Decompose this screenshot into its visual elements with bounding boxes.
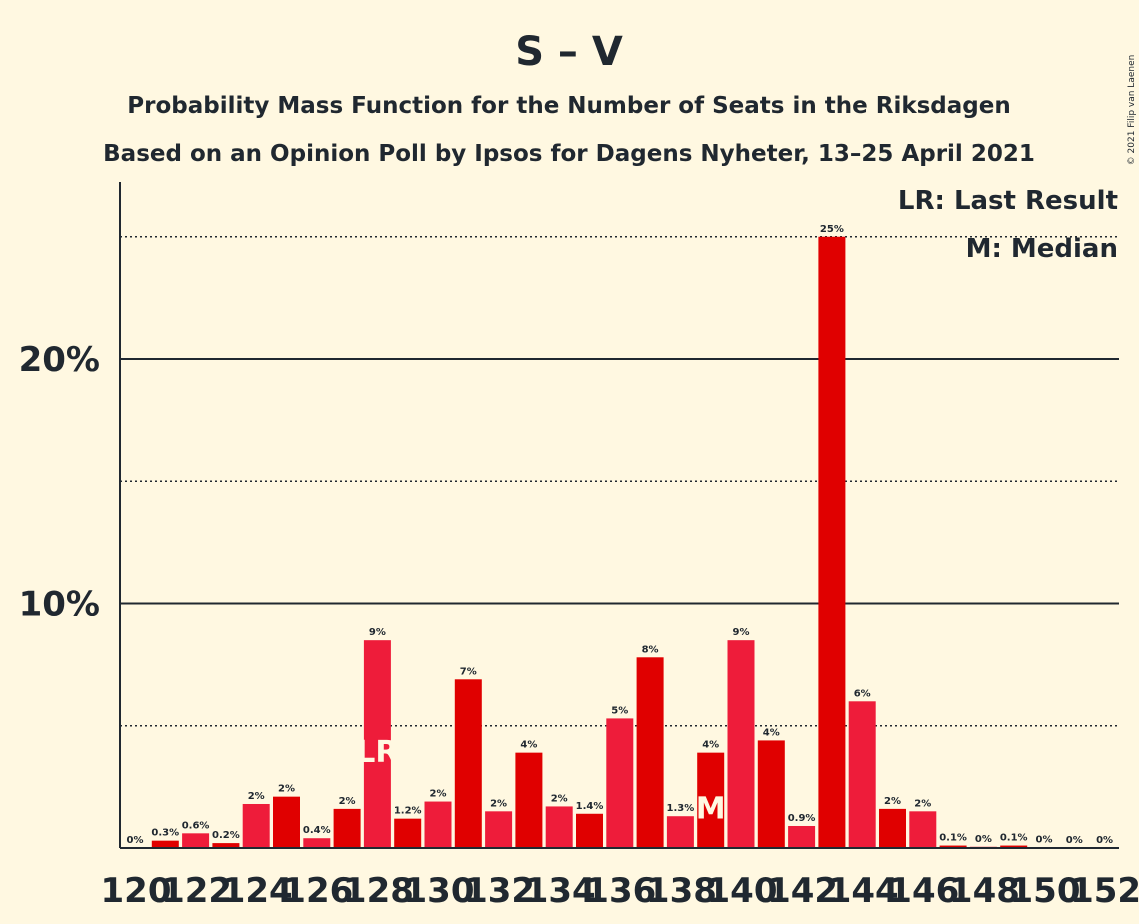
bar-149 xyxy=(1000,845,1028,848)
bar-129 xyxy=(394,818,422,848)
data-label-135: 1.4% xyxy=(576,801,604,812)
data-label-142: 0.9% xyxy=(788,813,816,824)
bar-137 xyxy=(636,657,664,848)
data-label-126: 0.4% xyxy=(303,825,331,836)
chart-subtitle-2: Based on an Opinion Poll by Ipsos for Da… xyxy=(103,141,1035,167)
bar-136 xyxy=(606,718,634,848)
bar-140 xyxy=(727,640,755,848)
bar-132 xyxy=(485,811,513,848)
legend-median: M: Median xyxy=(966,234,1118,264)
x-tick-label: 128 xyxy=(343,871,414,911)
data-label-130: 2% xyxy=(430,789,447,800)
data-label-129: 1.2% xyxy=(394,806,422,817)
data-label-141: 4% xyxy=(763,727,780,738)
bar-122 xyxy=(182,833,210,848)
y-tick-label: 10% xyxy=(19,585,100,625)
bar-146 xyxy=(909,811,937,848)
data-label-125: 2% xyxy=(278,784,295,795)
data-label-152: 0% xyxy=(1096,835,1113,846)
markers: LR M xyxy=(356,735,725,826)
bars xyxy=(151,236,1119,848)
x-tick-label: 148 xyxy=(949,871,1020,911)
x-tick-label: 122 xyxy=(161,871,232,911)
data-label-149: 0.1% xyxy=(1000,833,1028,844)
data-label-150: 0% xyxy=(1036,835,1053,846)
bar-134 xyxy=(545,806,573,848)
x-tick-label: 132 xyxy=(464,871,535,911)
gridlines xyxy=(120,236,1119,727)
data-label-151: 0% xyxy=(1066,835,1083,846)
bar-133 xyxy=(515,752,543,848)
x-axis-ticks: 1201221241261281301321341361381401421441… xyxy=(101,871,1139,911)
data-label-138: 1.3% xyxy=(667,803,695,814)
data-label-146: 2% xyxy=(914,798,931,809)
bar-123 xyxy=(212,843,240,848)
bar-147 xyxy=(939,845,967,848)
bar-135 xyxy=(576,813,603,848)
data-label-131: 7% xyxy=(460,666,477,677)
copyright-note: © 2021 Filip van Laenen xyxy=(1127,55,1137,166)
data-label-144: 6% xyxy=(854,688,871,699)
x-tick-label: 138 xyxy=(646,871,717,911)
x-tick-label: 130 xyxy=(404,871,475,911)
bar-138 xyxy=(666,816,694,848)
bar-143 xyxy=(818,236,846,848)
data-label-140: 9% xyxy=(733,627,750,638)
last-result-marker: LR xyxy=(356,735,398,770)
data-labels: 0% 0.3%0.6%0.2% 2% 2% 0.4% 2% 9% 1.2% 2% 7% 2% 4% 2%… xyxy=(127,224,1114,846)
axes xyxy=(119,182,1119,849)
x-tick-label: 144 xyxy=(828,871,899,911)
x-tick-label: 126 xyxy=(282,871,353,911)
x-tick-label: 142 xyxy=(767,871,838,911)
chart-subtitle-1: Probability Mass Function for the Number… xyxy=(127,93,1010,119)
bar-126 xyxy=(303,838,331,848)
x-tick-label: 134 xyxy=(525,871,596,911)
bar-139 xyxy=(697,752,725,848)
chart-title: S – V xyxy=(515,29,623,75)
data-label-123: 0.2% xyxy=(212,830,240,841)
data-label-120: 0% xyxy=(127,835,144,846)
x-tick-label: 120 xyxy=(101,871,172,911)
x-tick-label: 152 xyxy=(1070,871,1139,911)
data-label-124: 2% xyxy=(248,791,265,802)
data-label-143: 25% xyxy=(820,224,844,235)
bar-144 xyxy=(848,701,876,848)
data-label-127: 2% xyxy=(339,796,356,807)
data-label-139: 4% xyxy=(702,740,719,751)
data-label-137: 8% xyxy=(642,644,659,655)
y-tick-label: 20% xyxy=(19,340,100,380)
bar-124 xyxy=(242,803,270,848)
data-label-148: 0% xyxy=(975,834,992,845)
data-label-121: 0.3% xyxy=(151,828,179,839)
x-tick-label: 140 xyxy=(707,871,778,911)
data-label-128: 9% xyxy=(369,627,386,638)
median-marker: M xyxy=(696,791,726,826)
x-tick-label: 150 xyxy=(1010,871,1081,911)
bar-142 xyxy=(788,825,816,848)
legend-last-result: LR: Last Result xyxy=(898,186,1118,216)
data-label-122: 0.6% xyxy=(182,820,210,831)
data-label-133: 4% xyxy=(520,740,537,751)
bar-131 xyxy=(454,679,482,848)
bar-127 xyxy=(333,808,361,848)
y-axis-ticks: 10% 20% xyxy=(19,340,100,625)
x-tick-label: 146 xyxy=(888,871,959,911)
x-tick-label: 124 xyxy=(222,871,293,911)
bar-130 xyxy=(424,801,452,848)
data-label-132: 2% xyxy=(490,798,507,809)
data-label-145: 2% xyxy=(884,796,901,807)
bar-141 xyxy=(757,740,785,848)
bar-128 xyxy=(363,640,391,848)
x-tick-label: 136 xyxy=(585,871,656,911)
data-label-136: 5% xyxy=(611,705,628,716)
bar-125 xyxy=(273,796,300,848)
data-label-147: 0.1% xyxy=(939,833,967,844)
bar-121 xyxy=(151,840,179,848)
data-label-134: 2% xyxy=(551,793,568,804)
bar-145 xyxy=(879,808,906,848)
